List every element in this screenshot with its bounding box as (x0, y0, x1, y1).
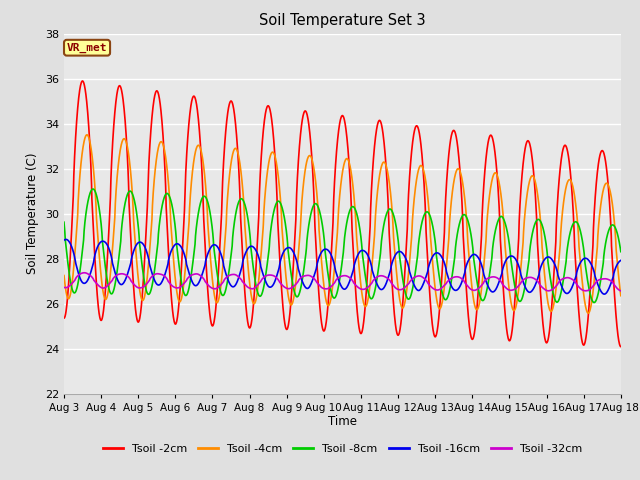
Y-axis label: Soil Temperature (C): Soil Temperature (C) (26, 153, 39, 275)
X-axis label: Time: Time (328, 415, 357, 429)
Text: VR_met: VR_met (67, 43, 108, 53)
Title: Soil Temperature Set 3: Soil Temperature Set 3 (259, 13, 426, 28)
Legend: Tsoil -2cm, Tsoil -4cm, Tsoil -8cm, Tsoil -16cm, Tsoil -32cm: Tsoil -2cm, Tsoil -4cm, Tsoil -8cm, Tsoi… (99, 439, 586, 458)
